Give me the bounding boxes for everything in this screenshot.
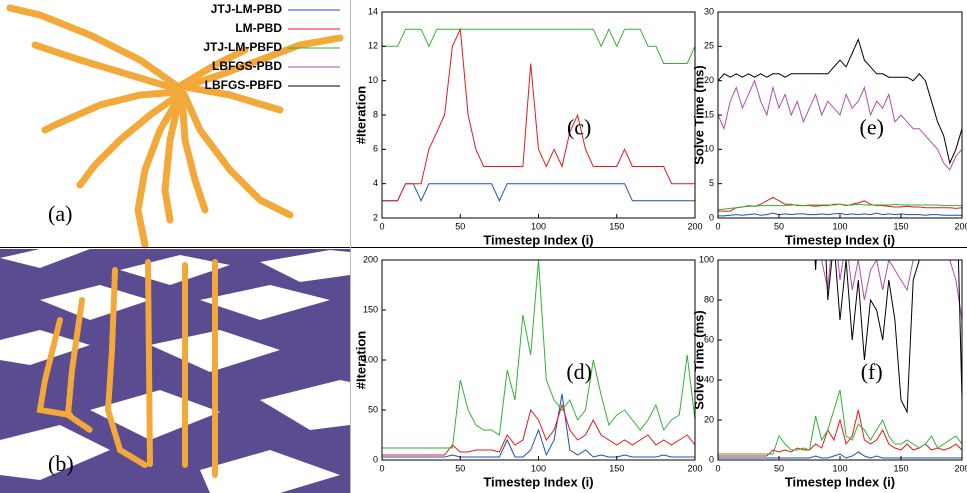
y-tick-label: 8	[373, 109, 378, 119]
x-tick-label: 0	[715, 463, 720, 473]
y-tick-label: 4	[373, 178, 378, 188]
x-tick-label: 200	[954, 463, 967, 473]
y-tick-label: 100	[699, 254, 714, 264]
series-line	[718, 451, 962, 459]
x-tick-label: 200	[954, 221, 967, 231]
y-tick-label: 10	[704, 144, 714, 154]
y-tick-label: 0	[709, 212, 714, 222]
x-tick-label: 0	[379, 221, 384, 231]
series-line	[382, 393, 695, 458]
y-tick-label: 2	[373, 212, 378, 222]
x-tick-label: 0	[379, 463, 384, 473]
series-line	[382, 27, 695, 202]
y-tick-label: 6	[373, 144, 378, 154]
x-tick-label: 150	[609, 221, 624, 231]
y-tick-label: 30	[704, 6, 714, 16]
y-tick-label: 80	[704, 294, 714, 304]
panel-label: (a)	[48, 201, 72, 226]
x-tick-label: 100	[531, 221, 546, 231]
x-tick-label: 50	[455, 463, 465, 473]
x-axis-label: Timestep Index (i)	[483, 232, 593, 247]
x-axis-label: Timestep Index (i)	[483, 474, 593, 489]
x-tick-label: 100	[832, 221, 847, 231]
legend-label: LBFGS-PBFD	[205, 78, 283, 92]
rod-image-a	[6, 4, 344, 249]
series-line	[718, 38, 962, 165]
y-axis-label: Solve Time (ms)	[691, 310, 706, 409]
legend-label: LBFGS-PBD	[212, 59, 282, 73]
y-axis-label: Solve Time (ms)	[691, 65, 706, 164]
series-line	[382, 28, 695, 64]
panel-label: (f)	[861, 359, 883, 384]
x-tick-label: 100	[531, 463, 546, 473]
plot-lines	[382, 27, 695, 203]
series-line	[718, 79, 962, 171]
panel-label: (c)	[567, 114, 591, 139]
x-tick-label: 200	[687, 221, 702, 231]
y-tick-label: 20	[704, 75, 714, 85]
panel-label: (b)	[48, 451, 74, 476]
y-tick-label: 14	[368, 6, 378, 16]
x-axis-label: Timestep Index (i)	[785, 474, 895, 489]
x-tick-label: 200	[687, 463, 702, 473]
y-axis-label: #Iteration	[353, 86, 368, 145]
x-tick-label: 50	[455, 221, 465, 231]
series-line	[718, 389, 962, 455]
plot-frame	[381, 11, 696, 219]
y-tick-label: 150	[363, 304, 378, 314]
y-tick-label: 0	[373, 454, 378, 464]
series-line	[718, 203, 962, 211]
series-line	[821, 260, 962, 321]
y-tick-label: 15	[704, 109, 714, 119]
x-tick-label: 50	[774, 463, 784, 473]
y-axis-label: #Iteration	[353, 331, 368, 390]
series-line	[382, 183, 695, 203]
x-tick-label: 0	[715, 221, 720, 231]
series-line	[382, 403, 695, 456]
legend-label: JTJ-LM-PBFD	[203, 40, 282, 54]
legend-label: JTJ-LM-PBD	[211, 2, 283, 16]
y-tick-label: 25	[704, 41, 714, 51]
x-tick-label: 150	[893, 221, 908, 231]
x-tick-label: 100	[832, 463, 847, 473]
y-tick-label: 50	[368, 404, 378, 414]
series-line	[382, 260, 695, 449]
rod-image-b	[0, 249, 350, 493]
plot-frame	[717, 259, 963, 461]
x-tick-label: 150	[609, 463, 624, 473]
legend-label: LM-PBD	[235, 21, 282, 35]
y-tick-label: 5	[709, 178, 714, 188]
series-line	[718, 409, 962, 457]
y-tick-label: 12	[368, 41, 378, 51]
plot-lines	[382, 260, 695, 458]
y-tick-label: 40	[704, 374, 714, 384]
y-tick-label: 20	[704, 414, 714, 424]
plot-lines	[718, 260, 962, 459]
y-tick-label: 60	[704, 334, 714, 344]
y-tick-label: 0	[709, 454, 714, 464]
x-tick-label: 150	[893, 463, 908, 473]
series-line	[718, 212, 962, 217]
panel-label: (e)	[860, 114, 884, 139]
panel-label: (d)	[566, 359, 592, 384]
y-tick-label: 200	[363, 254, 378, 264]
series-line	[814, 260, 962, 414]
plot-lines	[718, 38, 962, 217]
x-tick-label: 50	[774, 221, 784, 231]
x-axis-label: Timestep Index (i)	[785, 232, 895, 247]
y-tick-label: 100	[363, 354, 378, 364]
y-tick-label: 10	[368, 75, 378, 85]
